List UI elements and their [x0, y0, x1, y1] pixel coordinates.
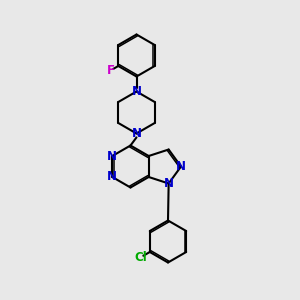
- Text: N: N: [164, 177, 174, 190]
- Text: N: N: [131, 127, 142, 140]
- Text: N: N: [176, 160, 186, 173]
- Text: N: N: [107, 149, 117, 163]
- Text: N: N: [131, 85, 142, 98]
- Text: Cl: Cl: [134, 251, 147, 264]
- Text: F: F: [107, 64, 115, 77]
- Text: N: N: [107, 170, 117, 184]
